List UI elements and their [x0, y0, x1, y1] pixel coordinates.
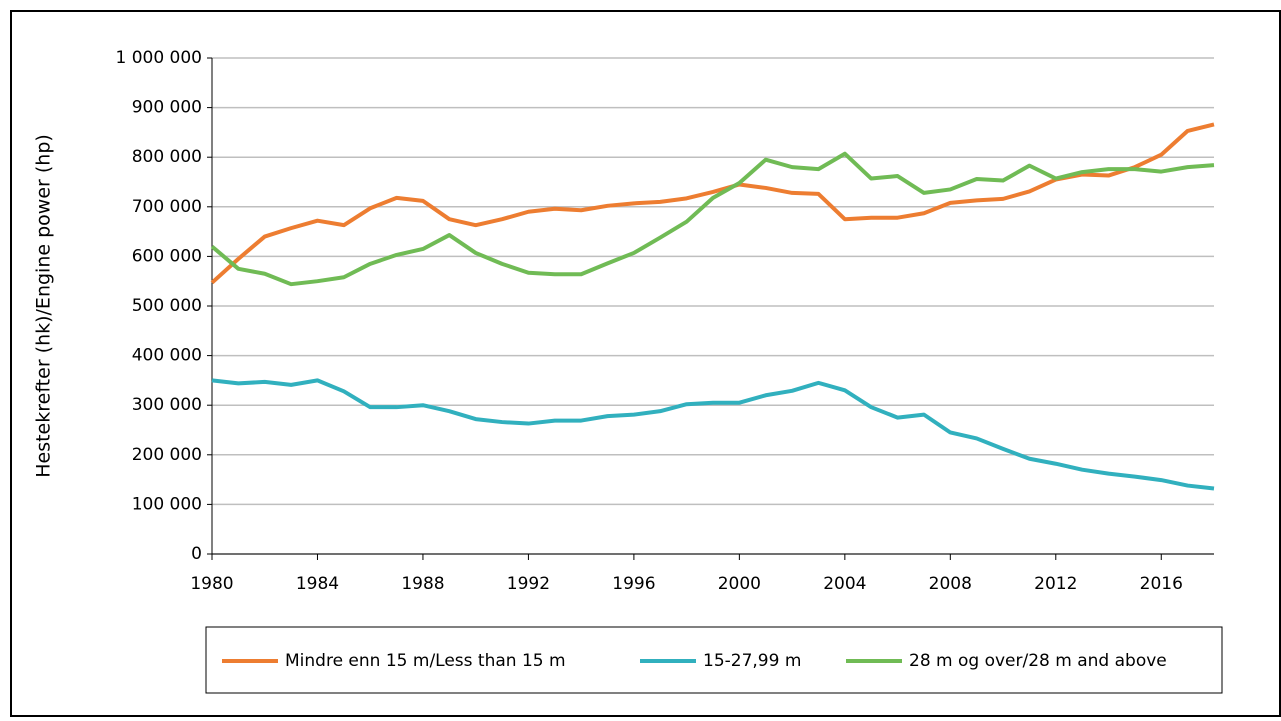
- x-tick-label: 2016: [1140, 574, 1183, 594]
- y-tick-label: 600 000: [132, 246, 202, 266]
- x-tick-label: 2004: [823, 574, 866, 594]
- y-tick-label: 300 000: [132, 395, 202, 415]
- legend-label: 15-27,99 m: [703, 651, 801, 671]
- legend-label: Mindre enn 15 m/Less than 15 m: [285, 651, 566, 671]
- y-tick-label: 1 000 000: [115, 48, 202, 68]
- y-axis-title: Hestekrefter (hk)/Engine power (hp): [33, 134, 55, 478]
- y-tick-label: 500 000: [132, 296, 202, 316]
- x-tick-label: 1984: [296, 574, 339, 594]
- x-tick-label: 1996: [612, 574, 655, 594]
- series-line: [210, 122, 1215, 285]
- y-tick-label: 400 000: [132, 346, 202, 366]
- x-tick-label: 2000: [718, 574, 761, 594]
- legend-box: [205, 626, 1223, 694]
- y-tick-label: 800 000: [132, 147, 202, 167]
- y-tick-label: 900 000: [132, 98, 202, 118]
- x-tick-label: 1992: [507, 574, 550, 594]
- y-tick-label: 0: [191, 544, 202, 564]
- series-line: [210, 151, 1215, 287]
- x-tick-label: 1980: [190, 574, 233, 594]
- x-tick-label: 2008: [929, 574, 972, 594]
- y-tick-label: 200 000: [132, 445, 202, 465]
- y-tick-label: 700 000: [132, 197, 202, 217]
- x-tick-label: 2012: [1034, 574, 1077, 594]
- series-line: [211, 378, 1215, 491]
- legend-label: 28 m og over/28 m and above: [909, 651, 1167, 671]
- y-tick-label: 100 000: [132, 494, 202, 514]
- x-tick-label: 1988: [401, 574, 444, 594]
- frame: [10, 10, 1281, 717]
